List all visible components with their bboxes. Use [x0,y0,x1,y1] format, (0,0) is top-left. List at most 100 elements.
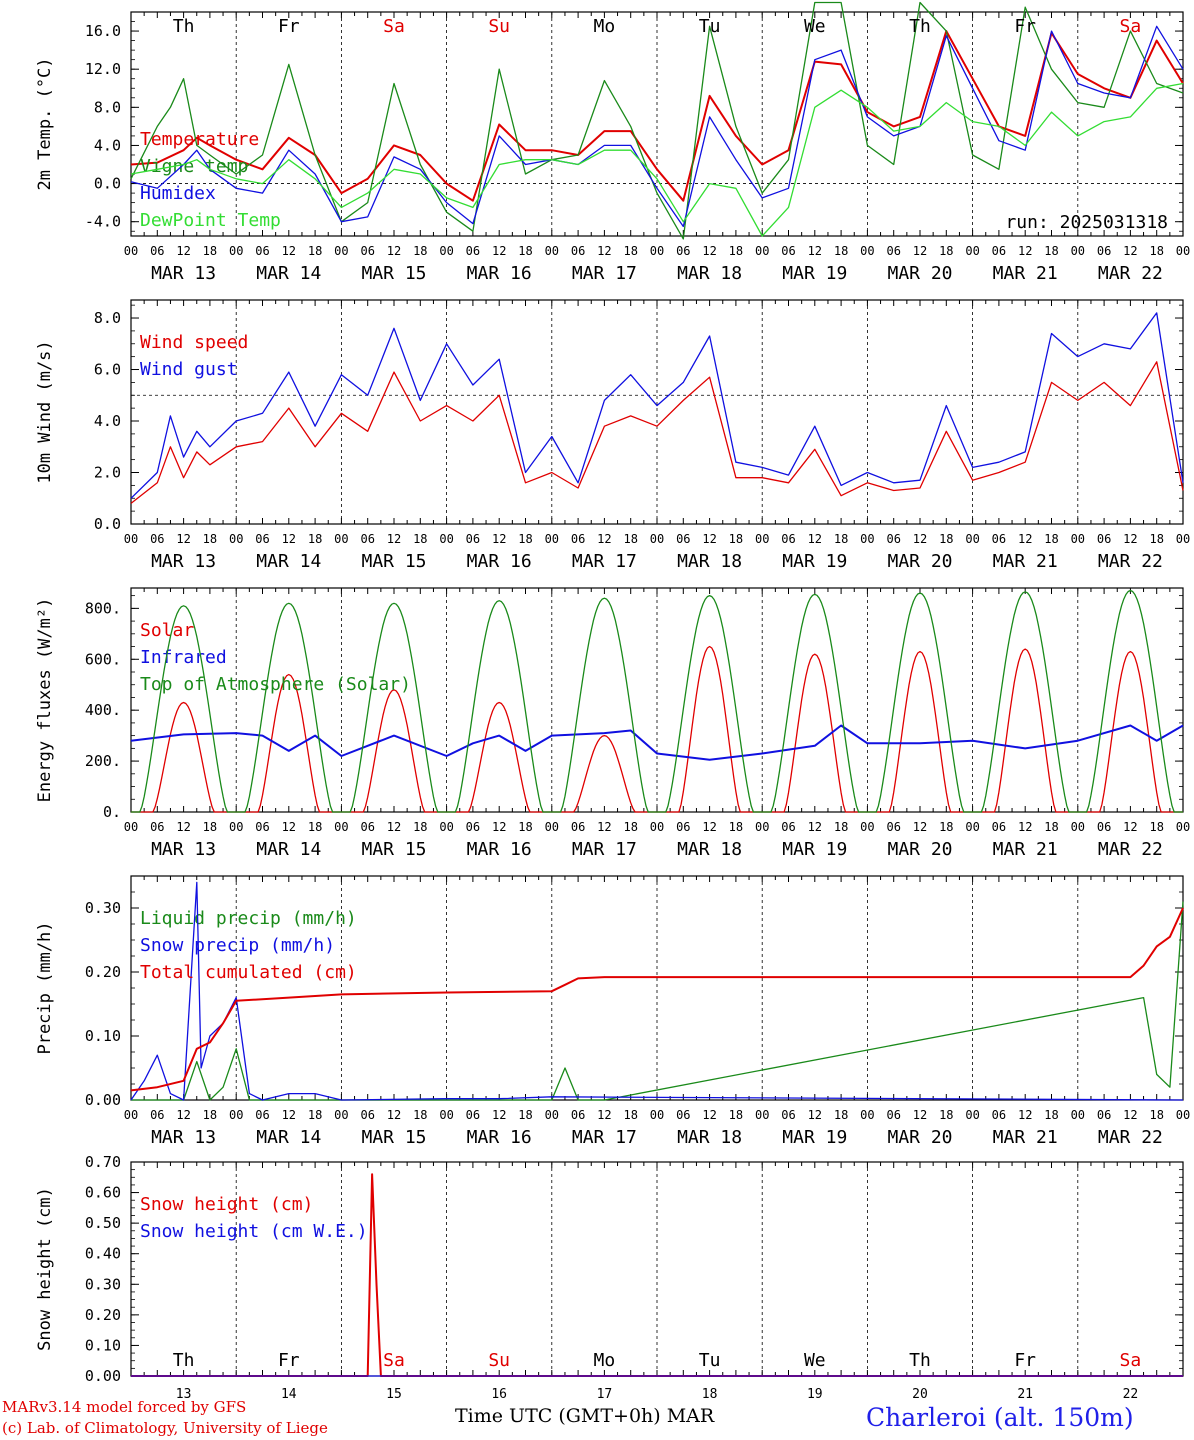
hour-label: 06 [1097,820,1111,834]
hour-label: 00 [124,532,138,546]
day-number-label: 17 [597,1387,613,1400]
hour-label: 06 [676,244,690,258]
day-number-label: 14 [281,1387,297,1400]
y-tick-label: 0. [103,803,121,821]
hour-label: 18 [413,244,427,258]
legend-entry: Total cumulated (cm) [140,962,357,983]
hour-label: 18 [623,820,637,834]
hour-label: 06 [255,1108,269,1122]
weekday-label: We [804,16,826,37]
weekday-label: Fr [278,1350,300,1371]
hour-label: 12 [702,1108,716,1122]
hour-label: 18 [623,244,637,258]
hour-label: 06 [992,532,1006,546]
hour-label: 06 [992,820,1006,834]
weekday-label: Tu [699,16,721,37]
series-line-0 [131,901,1184,1101]
date-label: MAR 13 [151,263,216,284]
y-tick-label: 4.0 [94,412,121,430]
date-label: MAR 20 [887,551,952,572]
series-line-1 [130,312,1184,499]
date-label: MAR 14 [256,1127,321,1148]
date-label: MAR 21 [993,1127,1058,1148]
hour-label: 18 [1044,820,1058,834]
hour-label: 00 [1176,1108,1190,1122]
y-tick-label: 0.0 [94,175,121,193]
hour-label: 12 [1018,244,1032,258]
hour-label: 06 [886,244,900,258]
day-number-label: 18 [702,1387,718,1400]
hour-label: 18 [729,1108,743,1122]
y-tick-label: 600. [85,650,121,668]
series-line-1 [130,881,1184,1101]
hour-label: 06 [255,244,269,258]
y-tick-label: 4.0 [94,136,121,154]
y-axis-label: 2m Temp. (°C) [35,57,55,190]
legend-entry: Vigne temp [140,156,248,177]
hour-label: 18 [939,1108,953,1122]
hour-label: 18 [623,1108,637,1122]
hour-label: 18 [729,532,743,546]
hour-label: 18 [1044,1108,1058,1122]
hour-label: 00 [965,1108,979,1122]
hour-label: 18 [729,244,743,258]
x-axis-title: Time UTC (GMT+0h) MAR [455,1405,715,1427]
y-tick-label: 0.30 [85,899,121,917]
date-label: MAR 15 [361,839,426,860]
y-tick-label: 0.40 [85,1245,121,1263]
hour-label: 18 [203,244,217,258]
hour-label: 06 [255,532,269,546]
hour-label: 12 [1123,244,1137,258]
hour-label: 12 [1123,532,1137,546]
date-label: MAR 14 [256,839,321,860]
weekday-label: Tu [699,1350,721,1371]
y-tick-label: -4.0 [85,213,121,231]
hour-label: 06 [781,820,795,834]
y-tick-label: 0.60 [85,1184,121,1202]
y-tick-label: 8.0 [94,98,121,116]
series-line-0 [130,30,1184,202]
hour-label: 12 [282,820,296,834]
hour-label: 00 [545,244,559,258]
day-number-label: 20 [912,1387,928,1400]
hour-label: 12 [808,1108,822,1122]
hour-label: 00 [229,1108,243,1122]
hour-label: 06 [1097,532,1111,546]
date-label: MAR 13 [151,1127,216,1148]
date-label: MAR 19 [782,839,847,860]
hour-label: 18 [308,1108,322,1122]
day-number-label: 16 [491,1387,507,1400]
date-label: MAR 20 [887,1127,952,1148]
hour-label: 12 [913,1108,927,1122]
date-label: MAR 18 [677,551,742,572]
y-tick-label: 0.20 [85,1306,121,1324]
hour-label: 18 [939,244,953,258]
hour-label: 06 [571,532,585,546]
day-number-label: 13 [176,1387,192,1400]
hour-label: 06 [781,532,795,546]
y-tick-label: 200. [85,752,121,770]
weekday-label: Fr [1014,16,1036,37]
hour-label: 00 [124,820,138,834]
hour-label: 12 [913,820,927,834]
hour-label: 00 [545,532,559,546]
date-label: MAR 18 [677,1127,742,1148]
hour-label: 12 [176,532,190,546]
weekday-label: We [804,1350,826,1371]
panel-1: 0.0 2.0 4.0 6.0 8.0 10m Wind (m/s) 00 06 12 18 MAR… [35,299,1190,572]
hour-label: 12 [808,244,822,258]
hour-label: 18 [518,532,532,546]
date-label: MAR 18 [677,839,742,860]
legend-entry: Snow precip (mm/h) [140,935,335,956]
hour-label: 12 [702,532,716,546]
hour-label: 00 [1071,532,1085,546]
hour-label: 12 [387,820,401,834]
hour-label: 06 [360,532,374,546]
weekday-label: Mo [594,1350,616,1371]
hour-label: 18 [729,820,743,834]
hour-label: 12 [1123,820,1137,834]
hour-label: 00 [1176,244,1190,258]
hour-label: 00 [650,1108,664,1122]
lab-credit: (c) Lab. of Climatology, University of L… [2,1419,328,1437]
date-label: MAR 15 [361,1127,426,1148]
